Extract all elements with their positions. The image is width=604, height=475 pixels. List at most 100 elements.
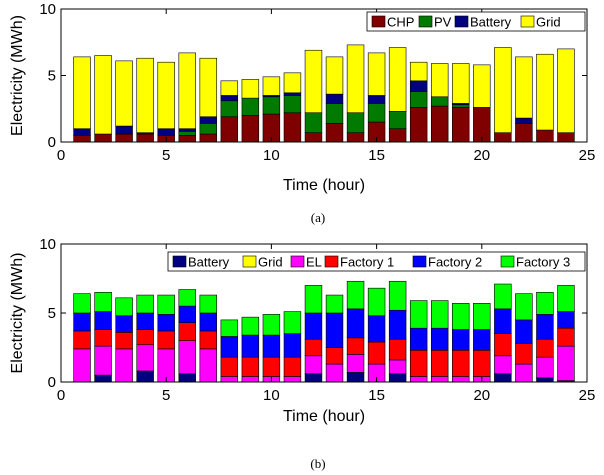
bar-a-grid-15 (367, 52, 386, 96)
bar-a-pv-7 (199, 123, 217, 135)
bar-b-factory-3-5 (157, 294, 175, 315)
bar-b-factory-3-23 (536, 291, 554, 315)
bar-a-pv-19 (452, 104, 470, 108)
bar-a-chp-20 (473, 107, 491, 143)
bar-b-factory-3-11 (283, 311, 302, 334)
bar-b-el-24 (557, 345, 575, 381)
legend-label-a-pv: PV (434, 15, 452, 30)
bar-b-battery-16 (388, 373, 407, 383)
bar-b-factory-1-9 (241, 356, 260, 377)
bar-b-factory-1-7 (199, 330, 217, 350)
bar-b-el-21 (494, 355, 512, 375)
bar-b-factory-2-8 (220, 336, 239, 358)
x-tick-label-b-15: 15 (368, 387, 385, 404)
x-tick-label-a-0: 0 (57, 147, 65, 164)
bar-b-factory-2-13 (325, 312, 344, 348)
legend-swatch-b-grid (242, 255, 257, 268)
bar-b-factory-3-12 (304, 285, 323, 314)
bar-a-pv-11 (283, 95, 302, 114)
bar-a-chp-6 (178, 135, 196, 143)
bar-b-factory-2-9 (241, 334, 260, 358)
bar-b-el-11 (283, 376, 302, 383)
bar-b-factory-3-8 (220, 319, 239, 337)
bar-a-chp-16 (388, 128, 407, 143)
bar-b-factory-2-1 (73, 312, 91, 332)
bar-b-factory-1-22 (515, 343, 533, 365)
y-tick-label-b-0: 0 (48, 374, 56, 391)
bar-b-factory-1-5 (157, 330, 175, 350)
bar-b-el-9 (241, 376, 260, 383)
bar-a-chp-22 (515, 123, 533, 143)
bar-b-factory-2-2 (94, 311, 112, 330)
legend-swatch-b-factory-1 (324, 255, 339, 268)
legend-label-b-grid: Grid (258, 255, 283, 270)
bar-b-factory-3-2 (94, 291, 112, 312)
bar-a-grid-3 (115, 60, 133, 127)
bar-a-pv-8 (220, 100, 239, 118)
bar-a-grid-2 (94, 55, 112, 135)
bar-b-el-18 (430, 376, 449, 383)
bar-a-chp-4 (136, 133, 154, 143)
bar-a-battery-1 (73, 128, 91, 136)
bar-b-factory-1-16 (388, 338, 407, 361)
y-axis-label-a: Electricity (MWh) (9, 15, 26, 136)
caption-b: (b) (310, 456, 325, 471)
bar-a-grid-9 (241, 79, 260, 99)
y-tick-label-b-10: 10 (39, 236, 56, 253)
bar-a-battery-15 (367, 95, 386, 104)
bar-b-el-4 (136, 344, 154, 372)
bar-b-factory-1-21 (494, 333, 512, 357)
bar-b-factory-2-22 (515, 319, 533, 344)
bar-b-factory-3-9 (241, 316, 260, 336)
bar-b-factory-1-8 (220, 356, 239, 377)
legend-label-a-grid: Grid (536, 15, 561, 30)
legend-swatch-a-chp (371, 15, 386, 28)
bar-a-pv-10 (262, 96, 281, 115)
bar-b-factory-2-7 (199, 312, 217, 332)
bar-b-factory-2-20 (473, 329, 491, 351)
bar-a-grid-18 (430, 63, 449, 98)
bar-a-grid-24 (557, 48, 575, 133)
bar-b-factory-3-14 (346, 280, 365, 310)
bar-b-battery-6 (178, 373, 196, 383)
bar-b-factory-1-1 (73, 330, 91, 350)
bar-b-factory-1-14 (346, 337, 365, 355)
legend-label-b-factory-3: Factory 3 (516, 255, 570, 270)
bar-a-battery-5 (157, 128, 175, 136)
bar-a-battery-13 (325, 93, 344, 104)
bar-b-factory-2-6 (178, 305, 196, 323)
legend-label-b-battery: Battery (188, 255, 230, 270)
bar-b-el-7 (199, 348, 217, 383)
y-tick-label-a-0: 0 (48, 134, 56, 151)
bar-a-grid-13 (325, 56, 344, 95)
bar-a-pv-13 (325, 103, 344, 124)
bar-a-pv-14 (346, 112, 365, 133)
bar-b-factory-3-18 (430, 300, 449, 329)
x-axis-label-a: Time (hour) (283, 177, 365, 194)
bar-b-el-17 (409, 376, 428, 383)
bar-a-pv-15 (367, 103, 386, 123)
x-tick-label-a-10: 10 (263, 147, 280, 164)
bar-b-factory-2-15 (367, 315, 386, 343)
bar-b-factory-3-13 (325, 294, 344, 314)
bar-a-chp-9 (241, 115, 260, 143)
bar-b-factory-3-22 (515, 293, 533, 321)
bar-a-grid-6 (178, 52, 196, 129)
bar-b-battery-14 (346, 372, 365, 383)
legend-swatch-b-factory-3 (500, 255, 515, 268)
bar-b-battery-12 (304, 373, 323, 383)
x-tick-label-b-0: 0 (57, 387, 65, 404)
bar-a-pv-9 (241, 97, 260, 116)
bar-b-factory-1-4 (136, 329, 154, 346)
bar-b-el-19 (452, 376, 470, 383)
bar-b-factory-1-24 (557, 327, 575, 347)
bar-b-factory-2-21 (494, 308, 512, 334)
bar-b-factory-1-2 (94, 329, 112, 347)
bar-a-grid-11 (283, 72, 302, 94)
bar-a-chp-8 (220, 116, 239, 143)
bar-a-grid-23 (536, 53, 554, 131)
bar-b-factory-2-17 (409, 327, 428, 351)
bar-a-grid-5 (157, 61, 175, 130)
x-tick-label-a-25: 25 (579, 147, 596, 164)
x-tick-label-a-15: 15 (368, 147, 385, 164)
